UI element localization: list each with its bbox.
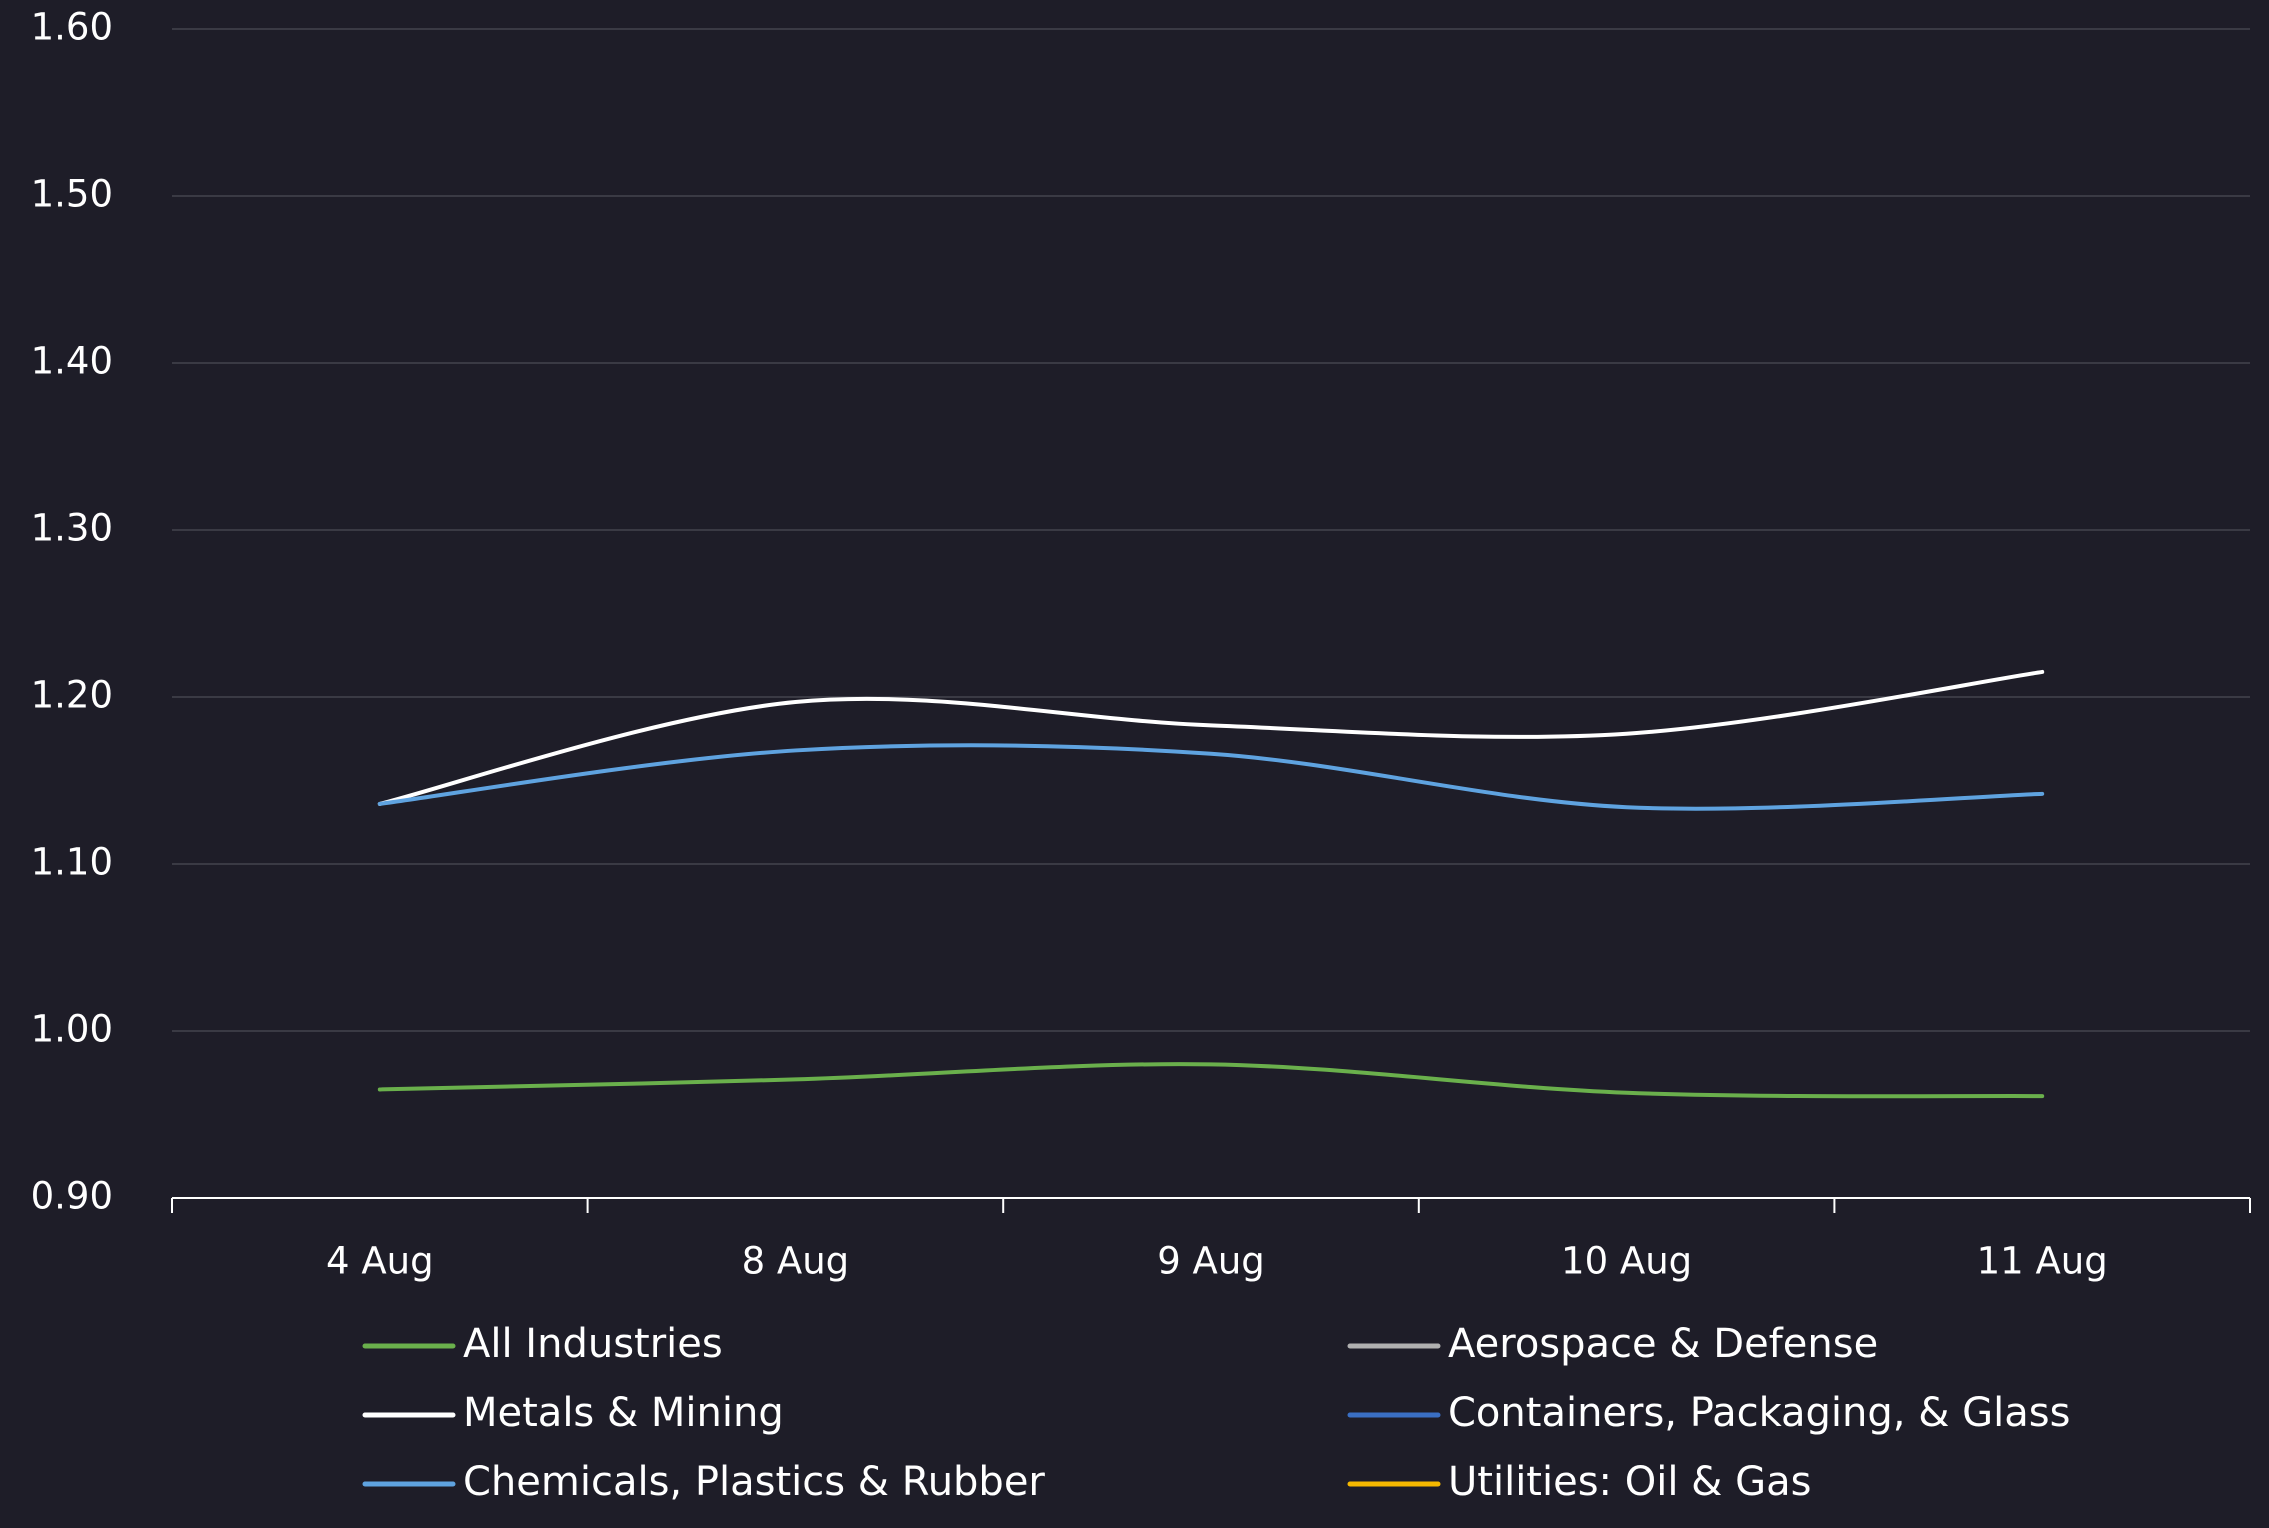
- series-line: [377, 1062, 2045, 1099]
- legend-label: All Industries: [463, 1321, 723, 1367]
- x-tick-label: 9 Aug: [1157, 1240, 1265, 1283]
- legend-label: Aerospace & Defense: [1448, 1321, 1878, 1367]
- y-tick-label: 1.00: [31, 1008, 113, 1051]
- legend-label: Metals & Mining: [463, 1390, 784, 1436]
- y-tick-label: 1.10: [31, 841, 113, 884]
- x-tick-label: 11 Aug: [1977, 1240, 2108, 1283]
- y-tick-label: 1.30: [31, 507, 113, 550]
- y-tick-label: 1.20: [31, 674, 113, 717]
- legend-label: Chemicals, Plastics & Rubber: [463, 1459, 1045, 1505]
- y-tick-label: 1.40: [31, 340, 113, 383]
- series-line: [377, 669, 2045, 806]
- y-tick-label: 1.50: [31, 173, 113, 216]
- x-tick-label: 10 Aug: [1561, 1240, 1692, 1283]
- legend-label: Containers, Packaging, & Glass: [1448, 1390, 2070, 1436]
- x-tick-label: 4 Aug: [326, 1240, 434, 1283]
- x-tick-label: 8 Aug: [742, 1240, 850, 1283]
- legend-label: Utilities: Oil & Gas: [1448, 1459, 1811, 1505]
- y-tick-label: 0.90: [31, 1175, 113, 1218]
- series-line: [377, 743, 2045, 811]
- y-tick-label: 1.60: [31, 6, 113, 49]
